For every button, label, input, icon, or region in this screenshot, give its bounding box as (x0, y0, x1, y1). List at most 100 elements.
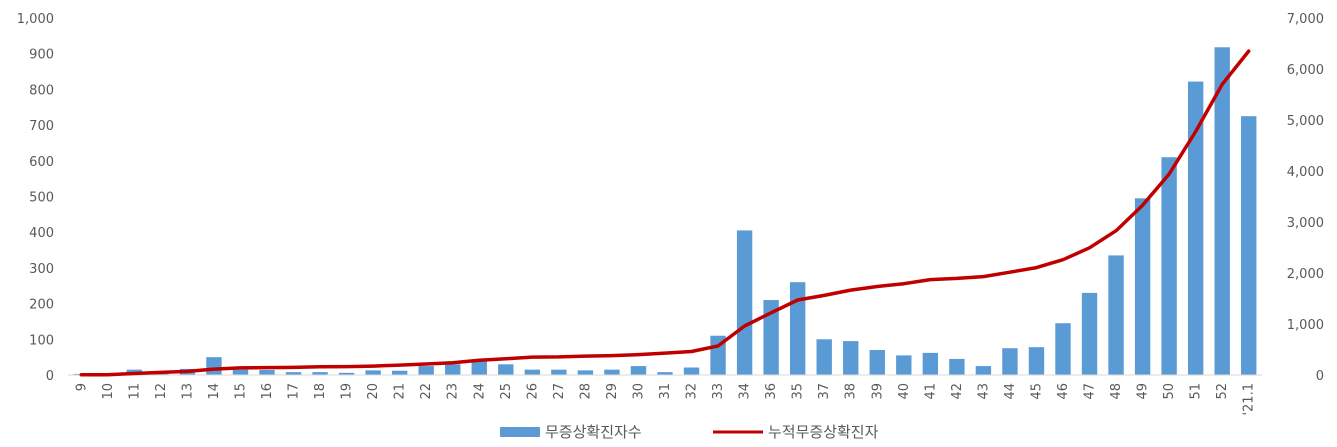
bar (736, 230, 753, 375)
left-y-tick-label: 500 (29, 191, 54, 206)
bar (1028, 347, 1045, 375)
bar (1055, 323, 1071, 375)
bar-series (73, 47, 1257, 376)
bar (524, 369, 541, 375)
bar (365, 370, 381, 375)
x-tick-label: 22 (419, 383, 434, 400)
left-y-axis: 0 100 200 300 400 500 600 700 800 900 1,000 (17, 12, 54, 384)
x-tick-label: 29 (605, 383, 620, 400)
bar (896, 355, 912, 375)
right-y-tick-label: 7,000 (1287, 12, 1324, 27)
x-tick-label: 40 (897, 383, 912, 400)
x-tick-label: '21.1 (1242, 383, 1257, 416)
x-tick-label: 47 (1083, 383, 1098, 400)
x-tick-label: 11 (127, 383, 142, 400)
bar (206, 357, 222, 375)
x-tick-label: 48 (1109, 383, 1124, 400)
x-tick-label: 21 (393, 383, 408, 400)
right-y-tick-label: 4,000 (1287, 165, 1324, 180)
legend-line-label: 누적무증상확진자 (768, 423, 879, 441)
x-tick-label: 52 (1215, 383, 1230, 400)
x-tick-label: 30 (631, 383, 646, 400)
left-y-tick-label: 800 (29, 83, 54, 98)
bar (1187, 81, 1204, 376)
bar (391, 370, 408, 375)
bar (1108, 255, 1124, 375)
bar (471, 360, 487, 375)
x-tick-label: 15 (233, 383, 248, 400)
bar (1161, 157, 1177, 375)
x-tick-label: 41 (923, 383, 938, 400)
bar (285, 372, 302, 375)
x-tick-label: 25 (499, 383, 514, 400)
x-tick-label: 18 (313, 383, 328, 400)
bar (1081, 292, 1098, 375)
x-tick-label: 44 (1003, 383, 1018, 400)
x-tick-label: 39 (870, 383, 885, 400)
x-tick-label: 51 (1189, 383, 1204, 400)
bar (1241, 116, 1257, 376)
x-tick-label: 45 (1029, 383, 1044, 400)
x-axis: 9 10 11 12 13 14 15 16 17 18 19 20 21 22 23 24 25 26 27 28 2… (74, 383, 1256, 416)
left-y-tick-label: 300 (29, 262, 54, 277)
bar (1214, 47, 1230, 376)
bar (445, 364, 461, 375)
bar (789, 282, 806, 375)
bar (551, 369, 567, 375)
left-y-tick-label: 400 (29, 226, 54, 241)
x-tick-label: 37 (817, 383, 832, 400)
x-tick-label: 27 (552, 383, 567, 400)
x-tick-label: 38 (844, 383, 859, 400)
bar (922, 352, 939, 375)
x-tick-label: 33 (711, 383, 726, 400)
x-tick-label: 10 (101, 383, 116, 400)
x-tick-label: 12 (154, 383, 169, 400)
x-tick-label: 32 (685, 383, 700, 400)
x-tick-label: 35 (791, 383, 806, 400)
bar (418, 366, 434, 375)
right-y-tick-label: 3,000 (1287, 216, 1324, 231)
bar (1002, 348, 1018, 375)
right-y-tick-label: 2,000 (1287, 267, 1324, 282)
right-y-axis: 0 1,000 2,000 3,000 4,000 5,000 6,000 7,000 (1287, 12, 1324, 384)
cumulative-line (79, 49, 1251, 377)
bar (869, 350, 885, 375)
x-tick-label: 16 (260, 383, 275, 400)
bar (1134, 198, 1151, 375)
legend-bar-swatch (500, 427, 540, 437)
bar (949, 358, 965, 375)
bar (657, 372, 673, 375)
x-tick-label: 43 (976, 383, 991, 400)
bar (683, 367, 700, 375)
x-tick-label: 19 (340, 383, 355, 400)
right-y-tick-label: 1,000 (1287, 318, 1324, 333)
x-tick-label: 20 (366, 383, 381, 400)
left-y-tick-label: 0 (46, 369, 54, 384)
bar (604, 369, 620, 375)
left-y-tick-label: 900 (29, 48, 54, 63)
right-y-tick-label: 5,000 (1287, 114, 1324, 129)
left-y-tick-label: 200 (29, 298, 54, 313)
bar (259, 370, 275, 375)
x-tick-label: 46 (1056, 383, 1071, 400)
x-tick-label: 49 (1136, 383, 1151, 400)
bar (577, 370, 594, 375)
bar (338, 372, 355, 375)
x-tick-label: 50 (1162, 383, 1177, 400)
x-tick-label: 24 (472, 383, 487, 400)
x-tick-label: 28 (578, 383, 593, 400)
x-tick-label: 13 (180, 383, 195, 400)
legend: 무증상확진자수 누적무증상확진자 (500, 423, 879, 441)
right-y-tick-label: 0 (1316, 369, 1324, 384)
bar (843, 341, 859, 375)
x-tick-label: 42 (950, 383, 965, 400)
bar (498, 364, 514, 375)
left-y-tick-label: 700 (29, 119, 54, 134)
right-y-tick-label: 6,000 (1287, 63, 1324, 78)
bar (312, 372, 328, 375)
x-tick-label: 34 (738, 383, 753, 400)
x-tick-label: 26 (525, 383, 540, 400)
x-tick-label: 17 (287, 383, 302, 400)
x-tick-label: 36 (764, 383, 779, 400)
